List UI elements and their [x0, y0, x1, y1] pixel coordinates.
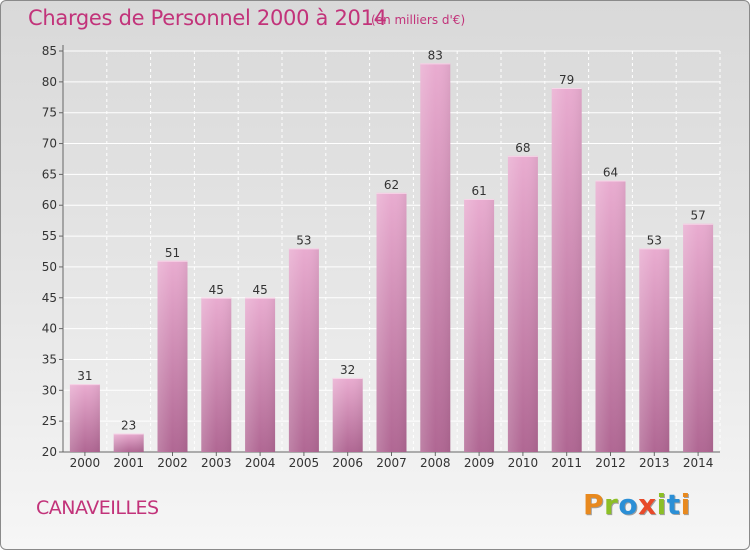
data-label: 45 — [252, 283, 267, 297]
bar-shine — [376, 192, 407, 452]
y-tick-label: 30 — [42, 383, 57, 397]
x-tick-label: 2006 — [332, 456, 363, 470]
y-tick-label: 35 — [42, 352, 57, 366]
data-label: 53 — [647, 233, 662, 247]
chart-subtitle: (en milliers d'€) — [371, 13, 466, 27]
bar-shine — [332, 377, 363, 452]
data-label: 62 — [384, 178, 399, 192]
y-tick-label: 65 — [42, 167, 57, 181]
commune-name: CANAVEILLES — [36, 497, 159, 519]
bar-shine — [69, 384, 100, 452]
bar-shine — [245, 297, 276, 452]
x-tick-label: 2014 — [683, 456, 714, 470]
data-label: 79 — [559, 73, 574, 87]
bar-shine — [420, 63, 451, 452]
y-tick-label: 45 — [42, 291, 57, 305]
x-tick-label: 2009 — [464, 456, 495, 470]
x-tick-label: 2011 — [551, 456, 582, 470]
bar-shine — [551, 88, 582, 452]
data-label: 32 — [340, 363, 355, 377]
chart-title: Charges de Personnel 2000 à 2014 — [28, 6, 387, 30]
bars — [69, 63, 714, 453]
x-tick-label: 2007 — [376, 456, 407, 470]
bar-shine — [201, 297, 232, 452]
y-tick-label: 75 — [42, 106, 57, 120]
data-label: 61 — [471, 184, 486, 198]
x-tick-label: 2000 — [70, 456, 101, 470]
y-tick-label: 55 — [42, 229, 57, 243]
logo-letter: i — [656, 488, 667, 521]
data-label: 45 — [209, 283, 224, 297]
bar-shine — [639, 248, 670, 452]
data-labels: 31 23 51 45 45 53 32 62 83 61 68 79 64 53 57 — [77, 48, 705, 432]
logo-letter: x — [638, 488, 657, 521]
y-tick-label: 85 — [42, 44, 57, 58]
data-label: 57 — [690, 209, 705, 223]
logo-letter: o — [618, 488, 639, 521]
x-tick-label: 2001 — [113, 456, 144, 470]
data-label: 64 — [603, 166, 618, 180]
bar-shine — [595, 180, 626, 453]
x-tick-label: 2005 — [289, 456, 320, 470]
bar-shine — [464, 199, 495, 452]
bar-shine — [113, 433, 144, 452]
y-tick-label: 80 — [42, 75, 57, 89]
proxiti-logo: Proxiti — [583, 488, 691, 521]
data-label: 68 — [515, 141, 530, 155]
x-tick-label: 2008 — [420, 456, 451, 470]
data-label: 83 — [428, 48, 443, 62]
bar-shine — [507, 155, 538, 452]
y-tick-label: 20 — [42, 445, 57, 459]
logo-letter: t — [666, 488, 681, 521]
logo-letter: r — [604, 488, 619, 521]
y-tick-label: 70 — [42, 137, 57, 151]
logo-letter: P — [583, 488, 605, 521]
data-label: 51 — [165, 246, 180, 260]
logo-letter: i — [680, 488, 691, 521]
x-tick-label: 2010 — [508, 456, 539, 470]
x-tick-label: 2002 — [157, 456, 188, 470]
y-tick-label: 25 — [42, 414, 57, 428]
bar-shine — [683, 223, 714, 452]
bar-shine — [288, 248, 319, 452]
data-label: 31 — [77, 369, 92, 383]
y-tick-label: 60 — [42, 198, 57, 212]
y-tick-label: 40 — [42, 322, 57, 336]
bar-shine — [157, 260, 188, 452]
data-label: 53 — [296, 233, 311, 247]
x-tick-label: 2012 — [595, 456, 626, 470]
x-tick-label: 2004 — [245, 456, 276, 470]
data-label: 23 — [121, 418, 136, 432]
y-tick-label: 50 — [42, 260, 57, 274]
x-tick-label: 2013 — [639, 456, 670, 470]
x-tick-label: 2003 — [201, 456, 232, 470]
